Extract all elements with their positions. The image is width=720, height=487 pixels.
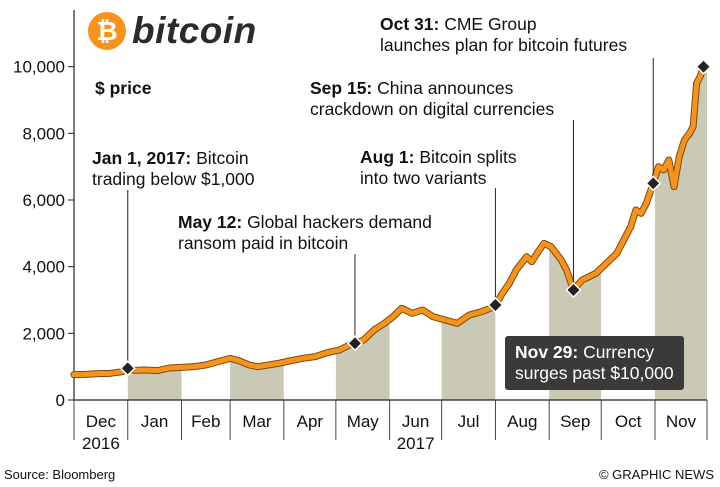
y-tick-label: 0 bbox=[56, 391, 65, 410]
month-band-jul bbox=[441, 305, 496, 400]
annotation-marker bbox=[565, 281, 582, 299]
month-band-nov bbox=[654, 66, 707, 401]
x-tick-label-nov: Nov bbox=[666, 412, 697, 431]
annotation-text: Bitcoin bbox=[191, 148, 249, 168]
source-note: Source: Bloomberg bbox=[4, 467, 116, 482]
annotation-text: Global hackers demand bbox=[242, 212, 432, 232]
month-band-may bbox=[335, 319, 390, 400]
x-tick-label-oct: Oct bbox=[615, 412, 642, 431]
bitcoin-logo-icon: ₿ bbox=[88, 12, 126, 50]
annotation-text: crackdown on digital currencies bbox=[310, 99, 555, 119]
x-tick-label-aug: Aug bbox=[507, 412, 537, 431]
annotation-text: surges past $10,000 bbox=[515, 363, 674, 383]
annotation-text: trading below $1,000 bbox=[92, 169, 255, 189]
month-band-jan bbox=[127, 367, 182, 400]
annotation-date: Aug 1: bbox=[360, 147, 415, 167]
y-tick-label: 6,000 bbox=[22, 191, 65, 210]
x-tick-label-sep: Sep bbox=[560, 412, 590, 431]
y-tick-label: 8,000 bbox=[22, 124, 65, 143]
y-tick-label: 2,000 bbox=[22, 324, 65, 343]
x-tick-label-jul: Jul bbox=[458, 412, 480, 431]
annotation-5: Oct 31: CME Group launches plan for bitco… bbox=[380, 14, 627, 56]
price-line bbox=[71, 64, 707, 378]
annotation-3: Aug 1: Bitcoin splits into two variants bbox=[360, 147, 517, 189]
chart-title: bitcoin bbox=[132, 10, 257, 51]
x-tick-label-feb: Feb bbox=[191, 412, 220, 431]
annotation-marker bbox=[695, 58, 712, 75]
y-tick-label: 10,000 bbox=[13, 58, 65, 77]
annotation-marker bbox=[487, 296, 504, 314]
annotation-6: Nov 29: Currency surges past $10,000 bbox=[505, 336, 684, 390]
year-label: 2017 bbox=[397, 434, 435, 453]
x-tick-label-jun: Jun bbox=[402, 412, 429, 431]
x-tick-label-mar: Mar bbox=[242, 412, 272, 431]
annotation-text: Currency bbox=[578, 342, 655, 362]
month-band-apr bbox=[283, 350, 336, 400]
units-label: $ price bbox=[95, 78, 152, 98]
month-band-jun bbox=[389, 308, 442, 400]
x-tick-label-jan: Jan bbox=[141, 412, 168, 431]
x-tick-label-apr: Apr bbox=[297, 412, 324, 431]
annotation-marker bbox=[346, 335, 364, 352]
annotation-date: Oct 31: bbox=[380, 14, 440, 34]
year-label: 2016 bbox=[82, 434, 120, 453]
x-tick-label-dec: Dec bbox=[86, 412, 117, 431]
annotation-date: Jan 1, 2017: bbox=[92, 148, 192, 168]
annotation-marker bbox=[119, 360, 136, 377]
annotation-text: launches plan for bitcoin futures bbox=[380, 35, 628, 55]
credit-note: © GRAPHIC NEWS bbox=[598, 467, 714, 482]
annotation-text: China announces bbox=[372, 78, 514, 98]
annotation-4: Sep 15: China announces crackdown on digi… bbox=[310, 78, 554, 120]
annotation-text: into two variants bbox=[360, 168, 487, 188]
annotation-text: Bitcoin splits bbox=[414, 147, 517, 167]
x-tick-label-may: May bbox=[347, 412, 380, 431]
annotation-marker bbox=[645, 175, 662, 192]
y-tick-label: 4,000 bbox=[22, 258, 65, 277]
annotation-date: Nov 29: bbox=[515, 342, 579, 362]
month-band-mar bbox=[230, 358, 284, 400]
annotation-text: CME Group bbox=[439, 14, 537, 34]
annotation-date: Sep 15: bbox=[310, 78, 373, 98]
annotation-date: May 12: bbox=[178, 212, 243, 232]
annotation-text: ransom paid in bitcoin bbox=[178, 233, 349, 253]
annotation-1: Jan 1, 2017: Bitcoin trading below $1,000 bbox=[92, 148, 254, 190]
annotation-2: May 12: Global hackers demand ransom paid… bbox=[178, 212, 432, 254]
